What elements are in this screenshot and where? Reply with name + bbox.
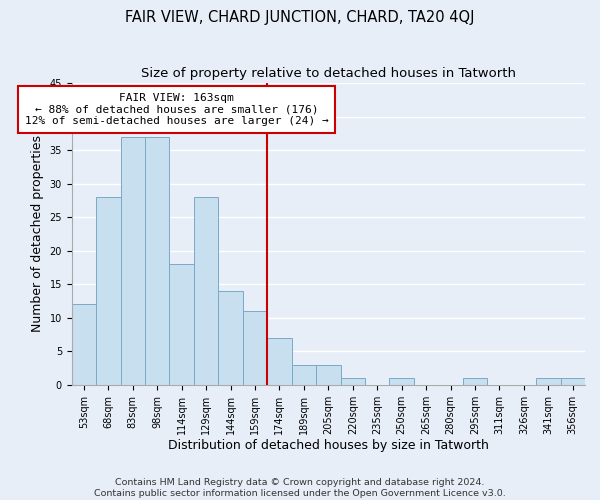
X-axis label: Distribution of detached houses by size in Tatworth: Distribution of detached houses by size … (168, 440, 489, 452)
Bar (218, 291, 243, 385)
Bar (389, 378, 414, 385)
Bar (560, 378, 585, 385)
Y-axis label: Number of detached properties: Number of detached properties (31, 136, 44, 332)
Title: Size of property relative to detached houses in Tatworth: Size of property relative to detached ho… (141, 68, 516, 80)
Bar (145, 136, 169, 385)
Bar (463, 378, 487, 385)
Bar (292, 364, 316, 385)
Text: FAIR VIEW, CHARD JUNCTION, CHARD, TA20 4QJ: FAIR VIEW, CHARD JUNCTION, CHARD, TA20 4… (125, 10, 475, 25)
Text: FAIR VIEW: 163sqm
← 88% of detached houses are smaller (176)
12% of semi-detache: FAIR VIEW: 163sqm ← 88% of detached hous… (25, 93, 329, 126)
Bar (536, 378, 560, 385)
Bar (267, 338, 292, 385)
Bar (121, 136, 145, 385)
Bar (341, 378, 365, 385)
Bar (71, 304, 96, 385)
Bar (243, 311, 267, 385)
Bar (316, 364, 341, 385)
Bar (96, 197, 121, 385)
Bar (169, 264, 194, 385)
Bar (194, 197, 218, 385)
Text: Contains HM Land Registry data © Crown copyright and database right 2024.
Contai: Contains HM Land Registry data © Crown c… (94, 478, 506, 498)
